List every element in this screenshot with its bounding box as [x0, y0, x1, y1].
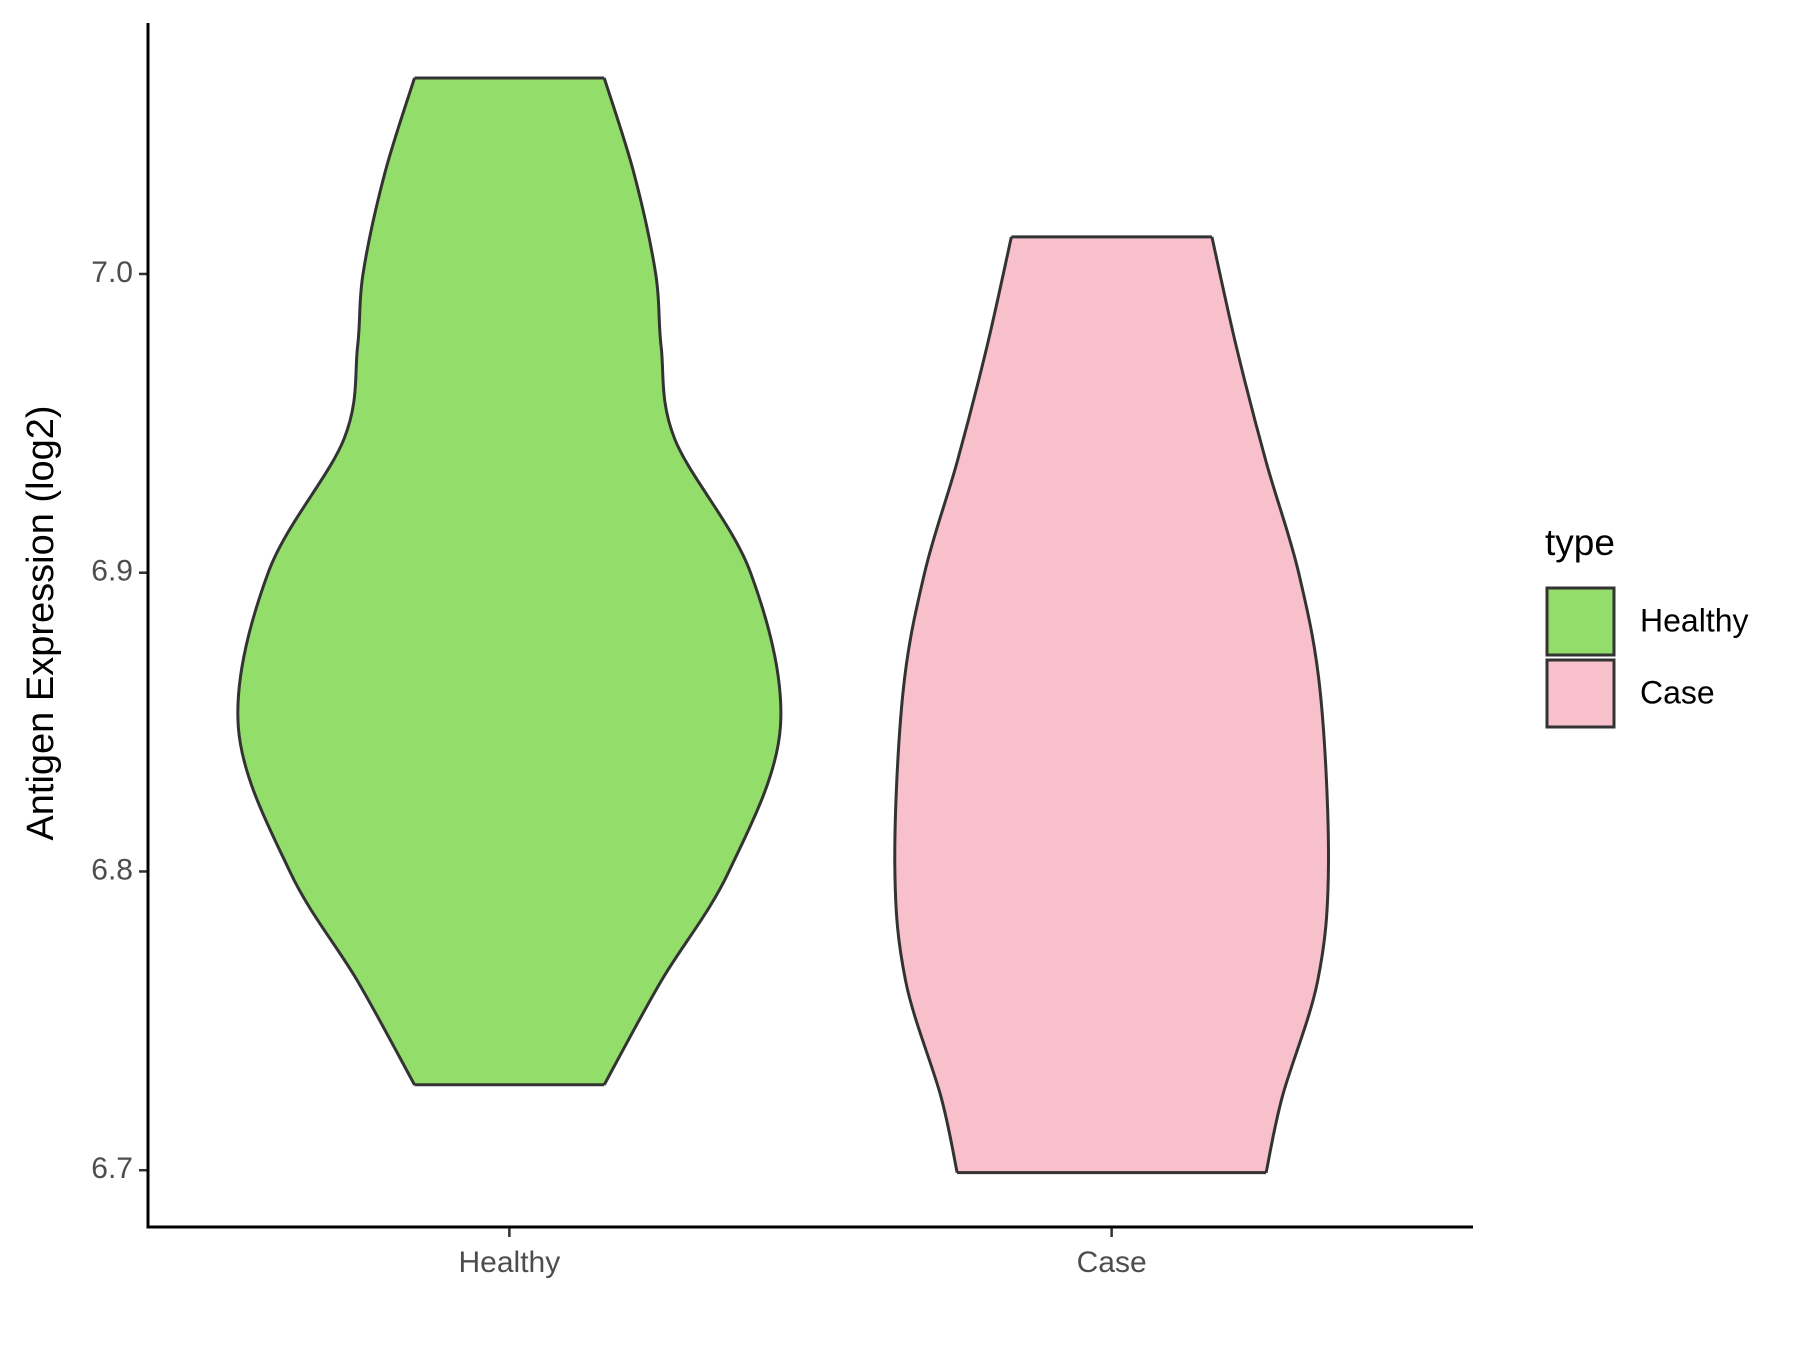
violin-left-edge	[893, 236, 1013, 1173]
violin-right-edge	[1210, 236, 1330, 1173]
y-tick-label: 6.9	[91, 555, 133, 588]
x-tick-label: Case	[1077, 1246, 1147, 1279]
y-axis-title: Antigen Expression (log2)	[20, 405, 62, 840]
legend-key	[1545, 658, 1616, 729]
legend-label: Case	[1640, 674, 1715, 710]
y-tick-label: 6.7	[91, 1152, 133, 1185]
violin-right-edge	[602, 77, 783, 1086]
legend-label: Healthy	[1640, 602, 1749, 638]
x-tick-label: Healthy	[459, 1246, 561, 1279]
y-tick-label: 7.0	[91, 256, 133, 289]
y-tick-label: 6.8	[91, 853, 133, 886]
violin-body	[237, 77, 781, 1085]
violin-body	[894, 236, 1329, 1173]
violin-left-edge	[236, 77, 416, 1086]
legend-key	[1545, 586, 1616, 657]
legend-title: type	[1545, 522, 1615, 563]
